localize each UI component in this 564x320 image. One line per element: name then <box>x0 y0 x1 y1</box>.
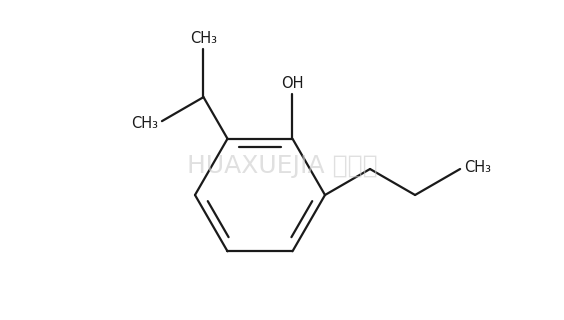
Text: CH₃: CH₃ <box>131 116 158 131</box>
Text: CH₃: CH₃ <box>190 31 217 46</box>
Text: HUAXUEJIA 化学加: HUAXUEJIA 化学加 <box>187 155 377 179</box>
Text: CH₃: CH₃ <box>464 159 491 174</box>
Text: OH: OH <box>281 76 304 91</box>
